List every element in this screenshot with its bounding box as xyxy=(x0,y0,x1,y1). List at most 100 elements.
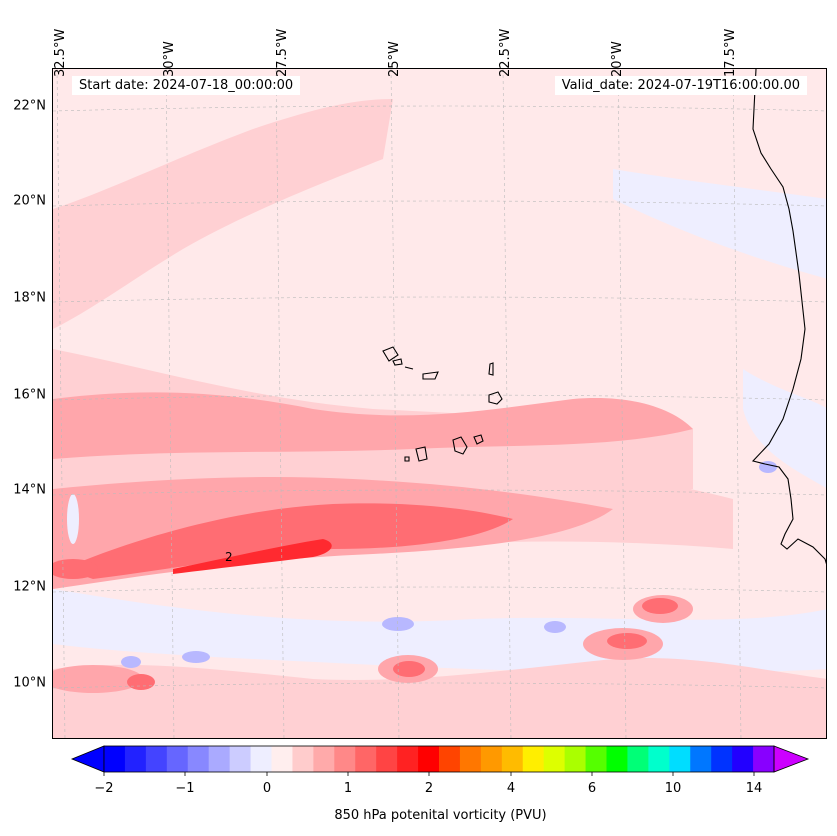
lat-tick-label: 18°N xyxy=(13,290,46,306)
parallel xyxy=(53,586,826,593)
colorbar-cell xyxy=(501,746,524,772)
colorbar-cell xyxy=(648,746,670,772)
colorbar-tick-label: 6 xyxy=(587,781,597,796)
parallel xyxy=(53,394,826,401)
parallel xyxy=(53,105,826,112)
colorbar-max-extend xyxy=(773,745,810,773)
pv-blob xyxy=(53,665,143,693)
colorbar-cell xyxy=(145,746,168,772)
pv-blob xyxy=(642,598,678,614)
colorbar-tick-label: 1 xyxy=(343,781,353,796)
map-panel: 2 xyxy=(52,68,827,739)
colorbar-cell xyxy=(250,746,272,772)
colorbar-cell xyxy=(166,746,189,772)
pv-blob xyxy=(63,503,513,579)
colorbar-cell xyxy=(124,746,147,772)
graticule xyxy=(53,69,826,738)
pv-contour-fill xyxy=(53,69,826,738)
meridian xyxy=(56,69,66,738)
coastline xyxy=(382,69,826,565)
pv-blob xyxy=(182,651,210,663)
lon-tick-label: 20°W xyxy=(610,41,625,77)
colorbar-cell xyxy=(585,746,607,772)
colorbar-outline xyxy=(103,745,775,773)
coastline-segment xyxy=(473,434,484,445)
meridian xyxy=(617,69,627,738)
colorbar-tick-label: 0 xyxy=(262,781,272,796)
coastline-segment xyxy=(488,362,494,376)
colorbar-min-extend xyxy=(70,745,105,773)
colorbar-cell xyxy=(564,746,587,772)
lat-tick-label: 12°N xyxy=(13,579,46,595)
colorbar-cell xyxy=(376,746,398,772)
colorbar-cell xyxy=(522,746,545,772)
colorbar-cell xyxy=(606,746,628,772)
lon-tick-label: 27.5°W xyxy=(275,28,290,77)
coastline-segment xyxy=(404,456,410,462)
coastline-segment xyxy=(488,391,503,405)
pv-blob xyxy=(53,99,393,329)
colorbar-cell xyxy=(711,746,733,772)
pv-blob xyxy=(67,494,79,544)
colorbar-cell xyxy=(229,746,252,772)
meridian xyxy=(732,69,742,738)
colorbar-tick-label: 14 xyxy=(745,781,763,796)
colorbar-tick-label: 4 xyxy=(506,781,516,796)
colorbar-cell xyxy=(690,746,712,772)
colorbar-cell xyxy=(208,746,231,772)
pv-blob xyxy=(121,656,141,668)
lat-tick-label: 20°N xyxy=(13,193,46,209)
lon-tick-label: 22.5°W xyxy=(498,28,513,77)
colorbar-cell xyxy=(543,746,566,772)
meridian xyxy=(390,69,400,738)
parallel xyxy=(53,296,826,303)
colorbar xyxy=(70,745,810,776)
pv-blob xyxy=(127,674,155,690)
pv-blob xyxy=(607,633,647,649)
parallel xyxy=(53,200,826,207)
colorbar-label: 850 hPa potenital vorticity (PVU) xyxy=(334,808,547,823)
parallel xyxy=(53,682,826,689)
coastline-segment xyxy=(452,436,468,455)
colorbar-cell xyxy=(355,746,377,772)
lon-tick-label: 32.5°W xyxy=(53,28,68,77)
colorbar-cell xyxy=(753,746,775,772)
coastline-segment xyxy=(392,358,403,366)
coastline-segment xyxy=(415,446,428,462)
pv-field-map: 2 xyxy=(53,69,826,738)
meridian xyxy=(275,69,285,738)
colorbar-cell xyxy=(397,746,419,772)
colorbar-cell xyxy=(271,746,293,772)
lat-tick-label: 22°N xyxy=(13,98,46,114)
colorbar-cell xyxy=(334,746,356,772)
colorbar-cell xyxy=(480,746,503,772)
pv-blob xyxy=(544,621,566,633)
pv-blob xyxy=(53,658,826,738)
coastline-segment xyxy=(382,346,399,362)
pv-blob xyxy=(53,392,693,459)
lat-tick-label: 14°N xyxy=(13,482,46,498)
colorbar-cell xyxy=(292,746,314,772)
pv-blob xyxy=(393,661,425,677)
colorbar-cell xyxy=(459,746,482,772)
meridian xyxy=(165,69,175,738)
colorbar-cell xyxy=(669,746,691,772)
meridian xyxy=(502,69,512,738)
start-date-label: Start date: 2024-07-18_00:00:00 xyxy=(72,76,301,95)
colorbar-tick-label: 2 xyxy=(424,781,434,796)
lon-tick-label: 17.5°W xyxy=(723,28,738,77)
lat-tick-label: 16°N xyxy=(13,387,46,403)
colorbar-tick-label: 10 xyxy=(664,781,682,796)
pv-blob xyxy=(382,617,414,631)
colorbar-cell xyxy=(627,746,649,772)
lon-tick-label: 30°W xyxy=(162,41,177,77)
parallel xyxy=(53,489,826,496)
valid-date-label: Valid_date: 2024-07-19T16:00:00.00 xyxy=(554,76,807,95)
lat-tick-label: 10°N xyxy=(13,675,46,691)
colorbar-tick-label: −2 xyxy=(94,781,114,796)
pv-blob xyxy=(173,539,332,574)
colorbar-cell xyxy=(313,746,335,772)
colorbar-cell xyxy=(439,746,461,772)
colorbar-cell xyxy=(104,746,126,772)
contour-label: 2 xyxy=(225,550,233,564)
